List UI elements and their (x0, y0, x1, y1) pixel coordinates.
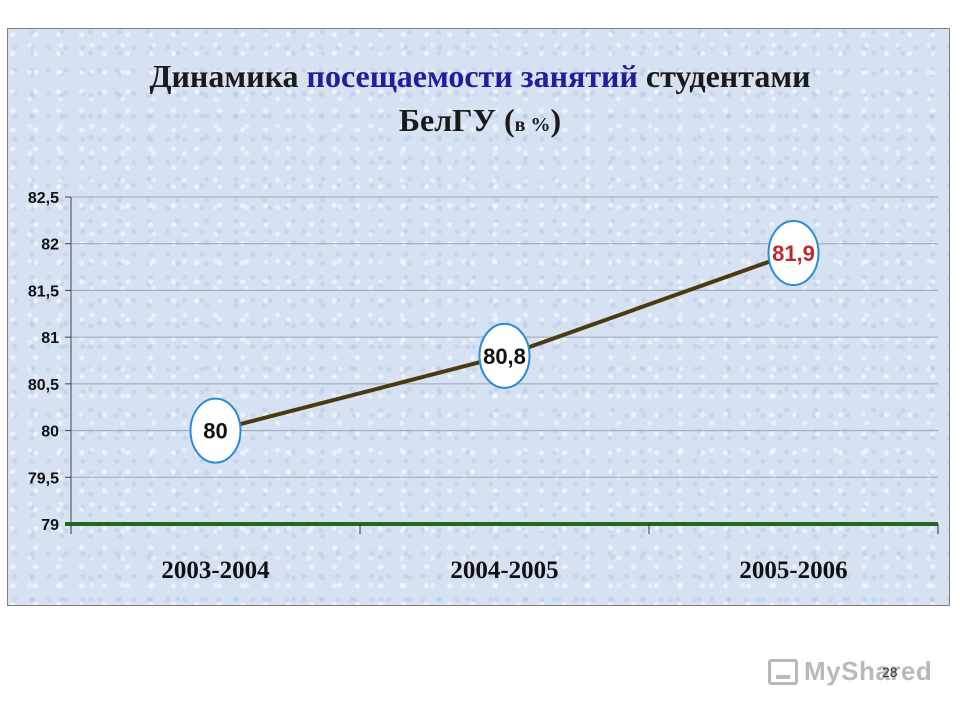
data-label: 81,9 (772, 241, 815, 266)
watermark: MyShared (768, 656, 932, 687)
chart-frame: Динамика посещаемости занятий студентами… (7, 28, 950, 606)
chart-title-part-2: посещаемости занятий (307, 58, 638, 94)
data-point-marker (478, 322, 531, 389)
data-point-marker (767, 220, 820, 287)
y-tick-label: 81 (41, 330, 59, 347)
x-tick-label: 2004-2005 (450, 557, 558, 584)
x-axis: 2003-2004 2004-2005 2005-2006 (65, 522, 939, 584)
chart-title-part-1: Динамика (149, 58, 306, 94)
y-tick-label: 79,5 (28, 470, 59, 487)
chart-title-line2: БелГУ (в %) (399, 102, 561, 138)
y-tick-label: 80 (41, 424, 59, 441)
y-tick-label: 79 (41, 517, 59, 534)
chart-title: Динамика посещаемости занятий студентами… (149, 58, 810, 138)
data-label: 80,8 (483, 344, 526, 369)
watermark-logo-icon (768, 658, 798, 685)
chart-title-line2-unit: в % (515, 114, 551, 136)
y-tick-label: 81,5 (28, 283, 59, 300)
chart-title-line2-end: ) (550, 102, 561, 138)
y-axis: 79 79,5 80 80,5 81 81,5 82 82,5 (28, 190, 72, 534)
data-label: 80 (203, 419, 227, 444)
chart-title-line2-main: БелГУ ( (399, 102, 515, 138)
page-number: 28 (882, 664, 898, 680)
chart-title-part-3: студентами (638, 58, 811, 94)
chart-svg: Динамика посещаемости занятий студентами… (28, 58, 939, 584)
x-tick-label: 2003-2004 (161, 557, 270, 584)
y-tick-label: 82,5 (28, 190, 59, 207)
x-tick-label: 2005-2006 (739, 557, 847, 584)
y-tick-label: 80,5 (28, 377, 59, 394)
chart-title-line1: Динамика посещаемости занятий студентами (149, 58, 810, 94)
data-labels: 80 80,8 81,9 (189, 220, 820, 464)
data-point-marker (189, 397, 242, 464)
y-tick-label: 82 (41, 237, 59, 254)
watermark-text: MyShared (804, 656, 933, 686)
